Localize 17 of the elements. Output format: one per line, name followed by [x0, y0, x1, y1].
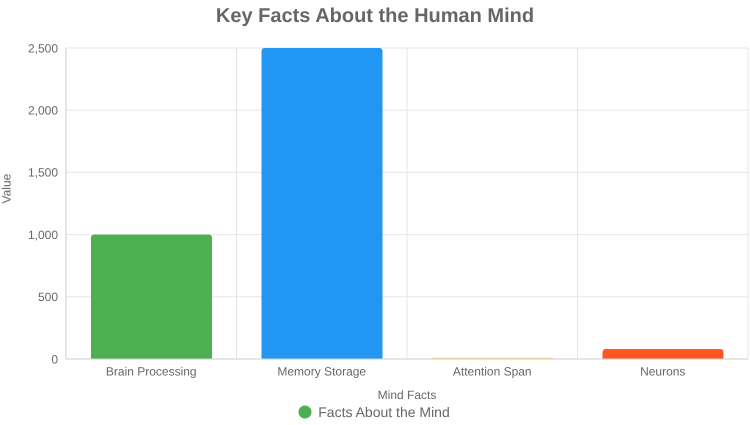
legend-label: Facts About the Mind [318, 404, 450, 420]
chart-title: Key Facts About the Human Mind [214, 5, 536, 28]
bar [262, 48, 382, 359]
y-tick-label: 2,000 [28, 103, 58, 118]
bar [602, 349, 724, 359]
y-tick-label: 1,000 [28, 228, 58, 242]
y-tick-label: 2,500 [28, 41, 58, 56]
x-tick-label: Memory Storage [277, 364, 366, 379]
x-tick-label: Attention Span [452, 364, 532, 379]
y-axis-title: Value [0, 173, 14, 204]
y-tick-label: 1,500 [28, 166, 58, 180]
y-tick-label: 0 [51, 352, 58, 366]
x-tick-label: Neurons [640, 364, 686, 379]
y-tick-label: 500 [38, 290, 58, 304]
x-axis-title: Mind Facts [378, 388, 436, 402]
x-tick-label: Brain Processing [106, 364, 197, 379]
bar [91, 234, 212, 359]
